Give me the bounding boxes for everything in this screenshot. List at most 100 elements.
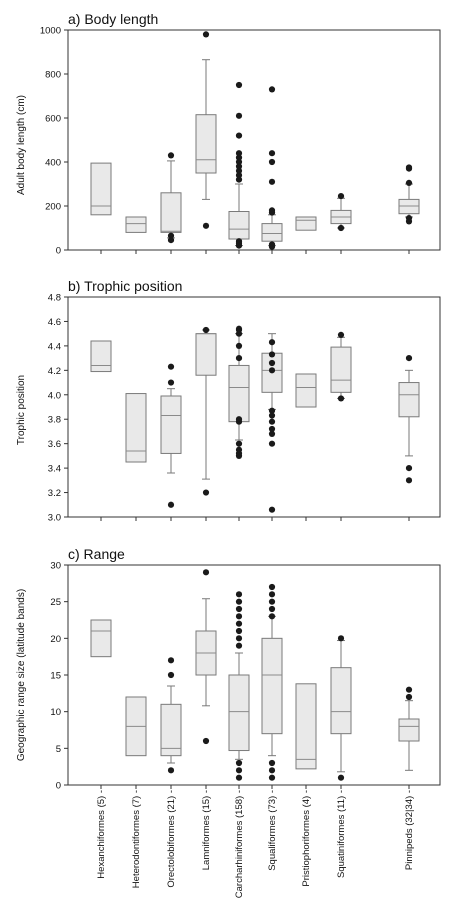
outlier-point bbox=[235, 446, 243, 453]
outlier-point bbox=[235, 163, 243, 170]
outlier-point bbox=[235, 112, 243, 119]
outlier-point bbox=[167, 767, 175, 774]
outlier-point bbox=[268, 506, 276, 513]
outlier-point bbox=[268, 412, 276, 419]
box-squaliformes bbox=[261, 223, 283, 242]
x-category-label: Carcharhiniformes (158) - bbox=[234, 790, 245, 898]
outlier-point bbox=[167, 671, 175, 679]
box-squatiniformes bbox=[330, 667, 352, 735]
outlier-point bbox=[202, 569, 210, 576]
outlier-point bbox=[235, 605, 243, 613]
outlier-point bbox=[235, 767, 243, 774]
outlier-point bbox=[405, 686, 413, 693]
panel-b-y-tick-label: 3.2 bbox=[48, 488, 61, 499]
box-orectolobiformes bbox=[160, 192, 182, 233]
panel-b-y-tick-label: 4.2 bbox=[48, 366, 61, 377]
outlier-point bbox=[268, 241, 276, 248]
panel-c-plot-frame bbox=[67, 564, 441, 786]
panel-c-y-tick-label: 25 bbox=[50, 597, 61, 608]
outlier-point bbox=[202, 489, 210, 496]
outlier-point bbox=[202, 737, 210, 745]
box-pristiophoriformes bbox=[295, 683, 317, 770]
box-hexanchiformes bbox=[90, 340, 112, 373]
box-lamniformes bbox=[195, 114, 217, 174]
panel-c-y-tick-label: 20 bbox=[50, 634, 61, 645]
outlier-point bbox=[337, 774, 345, 781]
outlier-point bbox=[268, 430, 276, 437]
outlier-point bbox=[337, 331, 345, 338]
panel-a-y-tick-label: 600 bbox=[45, 114, 61, 125]
outlier-point bbox=[235, 440, 243, 447]
outlier-point bbox=[268, 759, 276, 767]
panel-c-marks: 0 5 10 15 20 25 30 bbox=[50, 561, 420, 792]
outlier-point bbox=[268, 418, 276, 425]
panel-body-length: a) Body length Adult body length (cm) 0 2… bbox=[16, 11, 441, 257]
outlier-point bbox=[167, 237, 175, 244]
box-squatiniformes bbox=[330, 346, 352, 393]
outlier-point bbox=[405, 355, 413, 362]
x-category-label: Orectolobiformes (21) - bbox=[166, 790, 177, 888]
panel-b-y-tick-label: 3.0 bbox=[48, 513, 61, 524]
x-category-label: Hexanchiformes (5) - bbox=[96, 790, 107, 879]
panel-trophic-position: b) Trophic position Trophic position 3.0… bbox=[16, 278, 441, 524]
panel-a-title: a) Body length bbox=[68, 11, 158, 27]
panel-c-y-tick-label: 10 bbox=[50, 707, 61, 718]
outlier-point bbox=[337, 395, 345, 402]
x-axis-category-labels: Hexanchiformes (5) - Heterodontiformes (7… bbox=[96, 790, 415, 898]
outlier-point bbox=[235, 158, 243, 166]
outlier-point bbox=[235, 591, 243, 598]
outlier-point bbox=[235, 627, 243, 635]
panel-b-y-axis-label: Trophic position bbox=[16, 375, 27, 445]
outlier-point bbox=[167, 363, 175, 370]
box-carcharhiniformes bbox=[228, 674, 250, 752]
outlier-point bbox=[337, 635, 345, 642]
panel-range: c) Range Geographic range size (latitude… bbox=[16, 546, 441, 792]
x-category-label: Pristiophoriformes (4) - bbox=[301, 790, 312, 887]
outlier-point bbox=[268, 605, 276, 613]
panel-c-y-tick-label: 5 bbox=[56, 744, 61, 755]
outlier-point bbox=[405, 693, 413, 701]
panel-c-y-tick-label: 15 bbox=[50, 671, 61, 682]
outlier-point bbox=[202, 31, 210, 38]
outlier-point bbox=[268, 339, 276, 346]
outlier-point bbox=[268, 598, 276, 605]
outlier-point bbox=[235, 172, 243, 179]
panel-a-y-tick-label: 0 bbox=[56, 246, 61, 257]
panel-a-y-tick-label: 800 bbox=[45, 70, 61, 81]
x-category-label: Squaliformes (73) - bbox=[267, 790, 278, 871]
outlier-point bbox=[268, 158, 276, 166]
outlier-point bbox=[268, 178, 276, 185]
outlier-point bbox=[235, 598, 243, 605]
outlier-point bbox=[235, 635, 243, 642]
outlier-point bbox=[268, 351, 276, 358]
outlier-point bbox=[202, 326, 210, 334]
panel-b-marks: 3.0 3.2 3.4 3.6 3.8 4.0 4.2 4.4 4.6 4.8 bbox=[48, 293, 420, 524]
x-category-label: Lamniformes (15) - bbox=[201, 790, 212, 870]
outlier-point bbox=[268, 767, 276, 774]
box-heterodontiformes bbox=[125, 393, 147, 463]
outlier-point bbox=[405, 477, 413, 484]
outlier-point bbox=[268, 150, 276, 157]
panel-c-title: c) Range bbox=[68, 546, 125, 562]
outlier-point bbox=[235, 325, 243, 332]
outlier-point bbox=[405, 465, 413, 472]
box-pinnipeds bbox=[398, 198, 420, 215]
box-heterodontiformes bbox=[125, 216, 147, 233]
box-squaliformes bbox=[261, 637, 283, 735]
outlier-point bbox=[235, 759, 243, 767]
panel-c-y-axis-label: Geographic range size (latitude bands) bbox=[16, 589, 27, 761]
x-category-label: Pinnipeds (32|34) - bbox=[404, 790, 415, 870]
outlier-point bbox=[268, 359, 276, 367]
outlier-point bbox=[235, 620, 243, 627]
panel-a-plot-frame bbox=[67, 29, 441, 251]
panel-b-y-tick-label: 3.8 bbox=[48, 415, 61, 426]
outlier-point bbox=[268, 774, 276, 781]
outlier-point bbox=[235, 81, 243, 89]
panel-a-marks: 0 200 400 600 800 1000 bbox=[40, 26, 420, 257]
panel-b-y-tick-label: 4.8 bbox=[48, 293, 61, 304]
outlier-point bbox=[235, 154, 243, 161]
outlier-point bbox=[268, 207, 276, 214]
outlier-point bbox=[235, 176, 243, 183]
box-orectolobiformes bbox=[160, 703, 182, 757]
